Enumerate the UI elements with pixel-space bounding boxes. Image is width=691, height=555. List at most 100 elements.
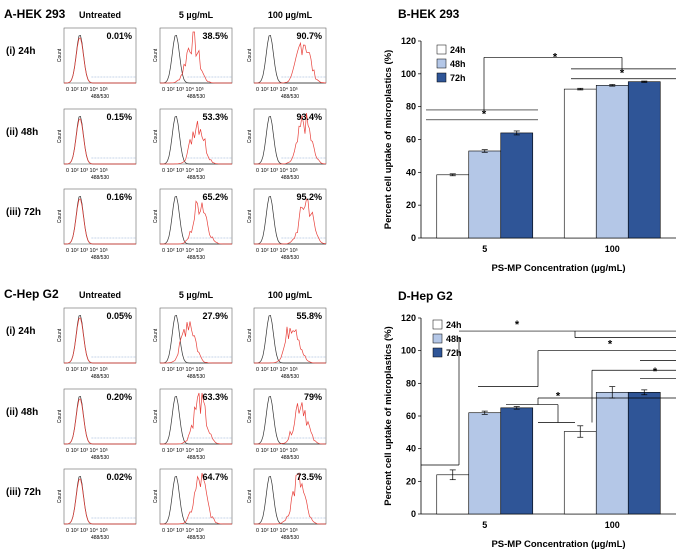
y-axis-label: Count (57, 129, 63, 143)
x-axis-label: 488/530 (281, 255, 299, 261)
y-tick-label: 20 (406, 200, 416, 210)
significance-star: * (608, 338, 613, 350)
x-tick-labels: 0 10² 10³ 10⁴ 10⁵ (66, 167, 108, 174)
bar (595, 392, 629, 515)
uptake-percent: 95.2% (296, 192, 322, 202)
uptake-percent: 0.16% (106, 192, 132, 202)
y-tick-label: 40 (406, 167, 416, 177)
legend-swatch (432, 319, 443, 330)
significance-star: * (553, 52, 558, 64)
x-tick-labels: 0 10² 10³ 10⁴ 10⁵ (66, 527, 108, 534)
treated-histogram (254, 326, 326, 364)
y-axis-label: Count (153, 328, 159, 342)
uptake-percent: 0.02% (106, 472, 132, 482)
y-tick-label: 0 (411, 509, 416, 519)
x-axis-label: 488/530 (281, 94, 299, 100)
bar (627, 392, 661, 515)
bar (500, 407, 534, 515)
x-tick-labels: 0 10² 10³ 10⁴ 10⁵ (66, 86, 108, 93)
condition-label: 100 µg/mL (268, 290, 313, 300)
y-tick-label: 20 (406, 476, 416, 486)
time-row-label: (ii) 48h (6, 407, 38, 418)
legend-swatch (436, 58, 447, 69)
time-row-label: (iii) 72h (6, 207, 41, 218)
treated-histogram (160, 392, 232, 445)
x-tick-label: 5 (482, 244, 487, 254)
y-axis-title: Percent cell uptake of microplastics (%) (383, 50, 394, 230)
x-tick-labels: 0 10² 10³ 10⁴ 10⁵ (66, 366, 108, 373)
y-axis-label: Count (153, 129, 159, 143)
treated-histogram (254, 402, 326, 445)
bar (468, 150, 502, 239)
treated-histogram (254, 472, 326, 525)
significance-star: * (482, 108, 487, 120)
control-histogram (254, 395, 326, 445)
y-tick-label: 120 (401, 313, 416, 323)
x-tick-labels: 0 10² 10³ 10⁴ 10⁵ (256, 527, 298, 534)
x-tick-labels: 0 10² 10³ 10⁴ 10⁵ (256, 366, 298, 373)
flow-panel: C-Hep G2 Untreated 5 µg/mL 100 µg/mL (i) 24h… (4, 287, 327, 541)
y-axis-label: Count (153, 489, 159, 503)
x-axis-title: PS-MP Concentration (µg/mL) (491, 539, 625, 550)
bar (563, 88, 597, 239)
y-tick-label: 0 (411, 233, 416, 243)
y-tick-label: 60 (406, 411, 416, 421)
treated-histogram (254, 198, 327, 245)
x-axis-label: 488/530 (91, 374, 109, 380)
bar (595, 85, 629, 239)
panel-title: C-Hep G2 (4, 287, 59, 301)
y-tick-label: 100 (401, 69, 416, 79)
control-histogram (254, 34, 326, 84)
x-axis-label: 488/530 (187, 535, 205, 541)
legend-swatch (432, 347, 443, 358)
uptake-percent: 90.7% (296, 31, 322, 41)
uptake-percent: 0.20% (106, 392, 132, 402)
panel-title: A-HEK 293 (4, 7, 66, 21)
y-axis-label: Count (247, 48, 253, 62)
treated-histogram (64, 118, 136, 165)
legend-label: 72h (446, 348, 462, 358)
treated-histogram (160, 31, 232, 84)
treated-histogram (64, 317, 136, 364)
legend-swatch (432, 333, 443, 344)
treated-histogram (254, 41, 326, 84)
uptake-percent: 55.8% (296, 311, 322, 321)
y-tick-label: 40 (406, 444, 416, 454)
x-tick-labels: 0 10² 10³ 10⁴ 10⁵ (256, 167, 298, 174)
x-tick-labels: 0 10² 10³ 10⁴ 10⁵ (162, 86, 204, 93)
treated-histogram (64, 37, 136, 84)
y-axis-label: Count (247, 328, 253, 342)
y-axis-label: Count (57, 48, 63, 62)
flow-panel: A-HEK 293 Untreated 5 µg/mL 100 µg/mL (i) 24… (4, 7, 327, 261)
y-axis-label: Count (57, 489, 63, 503)
x-tick-labels: 0 10² 10³ 10⁴ 10⁵ (256, 86, 298, 93)
y-axis-label: Count (247, 489, 253, 503)
x-axis-label: 488/530 (281, 175, 299, 181)
y-axis-label: Count (247, 129, 253, 143)
uptake-percent: 93.4% (296, 112, 322, 122)
y-axis-label: Count (247, 409, 253, 423)
x-tick-labels: 0 10² 10³ 10⁴ 10⁵ (256, 447, 298, 454)
condition-label: 100 µg/mL (268, 10, 313, 20)
bar (436, 474, 470, 515)
significance-star: * (653, 366, 658, 378)
y-tick-label: 80 (406, 102, 416, 112)
x-tick-label: 100 (605, 244, 620, 254)
x-tick-labels: 0 10² 10³ 10⁴ 10⁵ (256, 247, 298, 254)
y-axis-label: Count (153, 409, 159, 423)
control-histogram (254, 195, 326, 245)
uptake-percent: 65.2% (202, 192, 228, 202)
x-tick-labels: 0 10² 10³ 10⁴ 10⁵ (162, 247, 204, 254)
bar (563, 431, 597, 515)
x-axis-label: 488/530 (187, 455, 205, 461)
